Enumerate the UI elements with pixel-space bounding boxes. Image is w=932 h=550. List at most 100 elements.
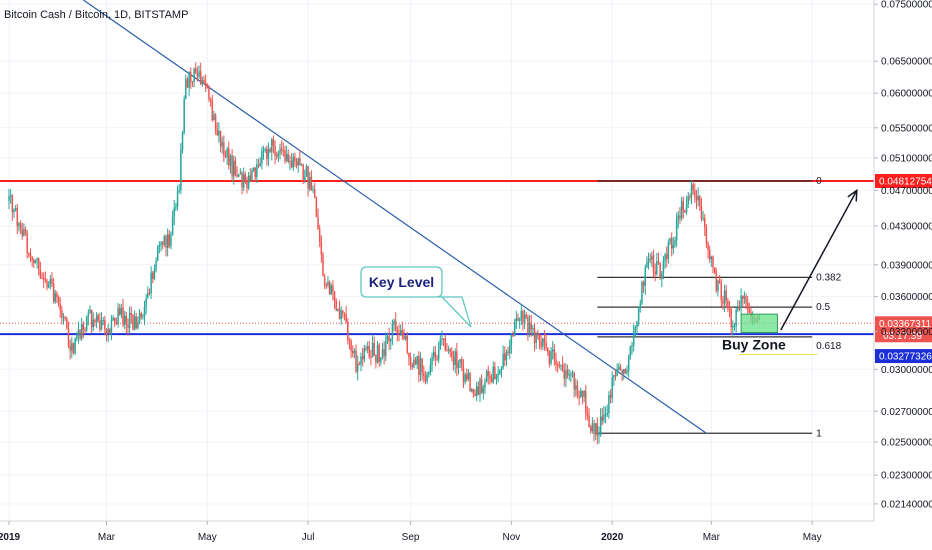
candle-body (120, 307, 123, 315)
candle-body (484, 381, 486, 389)
candle-body (512, 334, 514, 336)
candle-body (685, 203, 688, 213)
candle-body (700, 205, 703, 219)
candle-body (479, 379, 481, 395)
candle-body (682, 201, 685, 211)
candle-body (659, 262, 661, 279)
candle-body (380, 357, 382, 362)
candle-body (327, 281, 329, 286)
candle-body (566, 370, 569, 376)
candle-body (100, 320, 103, 330)
candle-body (459, 359, 461, 363)
candle-body (233, 160, 235, 177)
candle-body (746, 302, 749, 310)
candle-body (231, 155, 233, 177)
candle-body (242, 174, 245, 188)
candle-body (140, 313, 142, 318)
candle-body (637, 308, 640, 322)
candle-body (489, 375, 491, 379)
candle-body (39, 269, 42, 278)
overlay-annotations: Buy Zone Key Level (360, 188, 858, 356)
candle-body (604, 414, 607, 416)
y-tick-label: 0.03300000 (881, 327, 932, 338)
candle-body (237, 174, 240, 177)
x-tick-label: Jul (302, 532, 315, 543)
candle-body (404, 335, 407, 340)
candle-body (428, 372, 430, 374)
candle-body (603, 414, 605, 421)
candle-body (553, 349, 556, 360)
candle-body (36, 258, 38, 261)
candle-body (692, 184, 694, 191)
candle-body (199, 71, 202, 84)
candle-body (669, 237, 671, 243)
candle-body (206, 84, 209, 89)
candle-body (606, 412, 608, 415)
candle-body (717, 280, 719, 291)
fib-level-label: 1 (816, 428, 822, 439)
candle-body (353, 350, 356, 354)
key-level-callout (360, 266, 472, 328)
candle-body (18, 223, 20, 227)
candle-body (267, 149, 270, 159)
candle-body (504, 353, 506, 361)
candle-body (641, 282, 643, 304)
candle-body (575, 385, 577, 390)
fib-level-label: 0.5 (816, 302, 830, 313)
candle-body (740, 295, 742, 308)
candle-body (254, 167, 256, 178)
candle-body (598, 434, 600, 436)
candle-body (651, 255, 653, 260)
candle-body (494, 366, 496, 380)
candle-body (66, 318, 68, 328)
candle-body (218, 130, 220, 136)
candle-body (285, 153, 288, 161)
candle-body (216, 129, 218, 136)
candle-body (388, 336, 390, 342)
candle-body (708, 249, 711, 260)
candle-body (52, 283, 55, 302)
candle-body (677, 215, 680, 220)
candle-body (9, 195, 12, 197)
candle-body (532, 328, 534, 330)
candle-body (609, 395, 612, 398)
candle-body (271, 139, 273, 152)
buy-zone-label: Buy Zone (722, 337, 786, 353)
candle-body (223, 142, 225, 157)
candle-body (191, 81, 194, 83)
candle-body (545, 342, 547, 348)
candle-body (508, 345, 511, 354)
y-tick-label: 0.06000000 (881, 89, 932, 100)
candle-body (616, 369, 618, 376)
candle-body (599, 416, 602, 435)
candle-body (432, 352, 435, 357)
candle-body (186, 79, 189, 88)
candle-body (632, 330, 635, 346)
candle-body (680, 201, 683, 219)
candle-body (477, 386, 480, 395)
candle-body (62, 317, 65, 319)
candle-body (568, 374, 570, 376)
candle-body (350, 340, 352, 352)
candle-body (247, 175, 250, 189)
candle-body (300, 164, 303, 166)
candle-body (158, 245, 161, 247)
candle-body (360, 356, 362, 365)
candle-body (26, 233, 28, 254)
candle-body (342, 310, 344, 314)
candle-body (558, 364, 561, 367)
candle-body (356, 364, 359, 372)
candle-body (485, 371, 488, 382)
candle-body (725, 290, 727, 301)
candle-body (510, 334, 513, 346)
candle-body (112, 317, 114, 321)
candle-body (689, 196, 691, 198)
candle-body (264, 148, 266, 151)
candle-body (290, 160, 293, 168)
candle-body (586, 412, 589, 416)
candle-body (371, 342, 374, 358)
candle-body (161, 242, 164, 245)
candle-body (730, 309, 732, 328)
candle-body (262, 150, 265, 152)
